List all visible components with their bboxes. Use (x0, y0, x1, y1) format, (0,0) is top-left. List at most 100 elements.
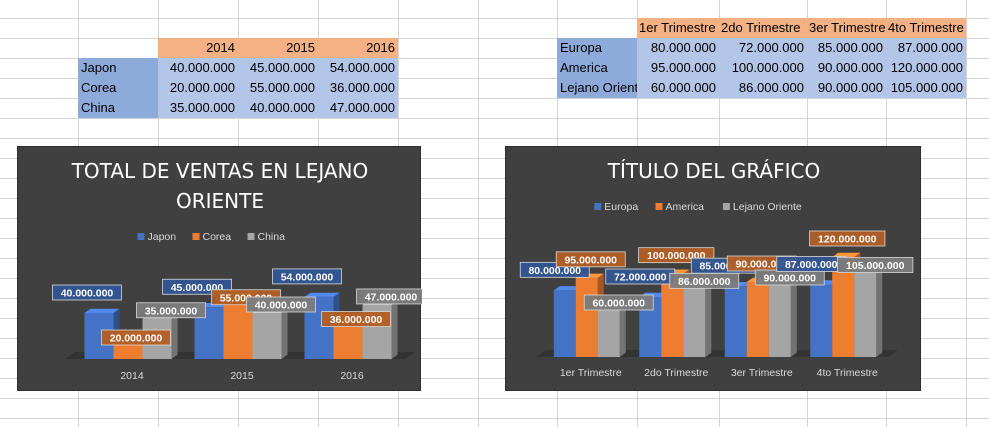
table-cell[interactable]: 35.000.000 (158, 98, 238, 118)
data-label: 54.000.000 (272, 268, 342, 285)
table-cell[interactable]: 40.000.000 (238, 98, 318, 118)
quarter-header-1[interactable]: 1er Trimestre (637, 18, 719, 38)
bar-china-2 (362, 300, 398, 359)
category-label: 2014 (120, 370, 144, 382)
legend-label: Europa (604, 201, 638, 213)
svg-text:87.000.000: 87.000.000 (785, 259, 838, 271)
svg-text:90.000.000: 90.000.000 (763, 273, 816, 285)
row-label-china[interactable]: China (78, 98, 158, 118)
svg-text:86.000.000: 86.000.000 (678, 276, 731, 288)
year-header-2016[interactable]: 2016 (318, 38, 398, 58)
svg-text:36.000.000: 36.000.000 (330, 314, 383, 326)
table-cell[interactable]: 85.000.000 (807, 38, 886, 58)
data-label: 95.000.000 (555, 251, 626, 268)
row-label-japon[interactable]: Japon (78, 58, 158, 78)
year-header-2015[interactable]: 2015 (238, 38, 318, 58)
table-cell[interactable]: 60.000.000 (637, 78, 719, 98)
legend-swatch (722, 203, 730, 210)
year-header-2014[interactable]: 2014 (158, 38, 238, 58)
data-label: 72.000.000 (605, 268, 676, 285)
row-label-europa[interactable]: Europa (557, 38, 637, 58)
table-cell[interactable]: 45.000.000 (238, 58, 318, 78)
chart-titulo-del-grafico[interactable]: TÍTULO DEL GRÁFICO Europa America Lejano Or… (505, 146, 921, 391)
table-cell[interactable]: 87.000.000 (886, 38, 966, 58)
data-label: 36.000.000 (321, 311, 391, 328)
category-label: 1er Trimestre (560, 367, 622, 379)
legend-label: Corea (203, 231, 232, 243)
bar-china-1 (252, 308, 288, 359)
category-label: 3er Trimestre (731, 367, 793, 379)
chart-ventas-lejano-oriente[interactable]: TOTAL DE VENTAS EN LEJANO ORIENTE Japon Cor… (17, 146, 422, 391)
legend-label: China (258, 231, 286, 243)
legend-swatch (192, 233, 200, 240)
category-label: 2015 (230, 370, 254, 382)
svg-text:120.000.000: 120.000.000 (818, 234, 877, 246)
table-cell[interactable]: 20.000.000 (158, 78, 238, 98)
svg-text:54.000.000: 54.000.000 (281, 271, 334, 283)
table-cell[interactable]: 90.000.000 (807, 58, 886, 78)
data-label: 35.000.000 (136, 302, 206, 319)
svg-text:95.000.000: 95.000.000 (564, 254, 617, 266)
table-cell[interactable]: 100.000.000 (719, 58, 807, 78)
table-cell[interactable]: 55.000.000 (238, 78, 318, 98)
svg-text:80.000.000: 80.000.000 (528, 265, 581, 277)
chart-legend: Japon Corea China (137, 231, 286, 243)
svg-text:105.000.000: 105.000.000 (846, 260, 905, 272)
table-cell[interactable]: 36.000.000 (318, 78, 398, 98)
bar-lejano-oriente-1 (683, 281, 712, 357)
table-cell[interactable]: 90.000.000 (807, 78, 886, 98)
svg-text:60.000.000: 60.000.000 (592, 298, 645, 310)
legend-swatch (247, 233, 255, 240)
chart-legend: Europa America Lejano Oriente (594, 201, 802, 213)
data-labels-layer: 40.000.000 20.000.000 35.000.000 45.000.000… (52, 268, 422, 346)
data-label: 105.000.000 (837, 257, 914, 273)
table-cell[interactable]: 95.000.000 (637, 58, 719, 78)
table-cell[interactable]: 120.000.000 (886, 58, 966, 78)
row-label-lejano-oriente[interactable]: Lejano Oriente (557, 78, 637, 98)
bar-lejano-oriente-2 (768, 277, 797, 357)
data-label: 86.000.000 (669, 272, 740, 289)
category-label: 4to Trimestre (817, 367, 878, 379)
chart-floor (536, 350, 898, 357)
legend-swatch (137, 233, 145, 240)
table-cell[interactable]: 105.000.000 (886, 78, 966, 98)
svg-text:40.000.000: 40.000.000 (61, 288, 114, 300)
data-label: 90.000.000 (754, 269, 825, 286)
table-cell[interactable]: 54.000.000 (318, 58, 398, 78)
data-label: 20.000.000 (101, 329, 171, 346)
quarter-header-4[interactable]: 4to Trimestre (886, 18, 966, 38)
svg-text:47.000.000: 47.000.000 (365, 291, 418, 303)
legend-swatch (655, 203, 663, 210)
table-cell[interactable]: 86.000.000 (719, 78, 807, 98)
chart-title: TÍTULO DEL GRÁFICO (607, 159, 820, 183)
table-cell[interactable]: 72.000.000 (719, 38, 807, 58)
data-label: 60.000.000 (583, 294, 654, 311)
category-label: 2do Trimestre (644, 367, 708, 379)
legend-label: Japon (148, 231, 177, 243)
chart-title: TOTAL DE VENTAS EN LEJANO (71, 159, 369, 183)
data-label: 87.000.000 (776, 256, 847, 272)
legend-label: America (666, 201, 705, 213)
data-label: 40.000.000 (52, 284, 122, 301)
chart-canvas: TÍTULO DEL GRÁFICO Europa America Lejano Or… (519, 159, 914, 379)
svg-text:72.000.000: 72.000.000 (614, 272, 667, 284)
table-cell[interactable]: 80.000.000 (637, 38, 719, 58)
legend-label: Lejano Oriente (733, 201, 802, 213)
bar-lejano-oriente-0 (597, 302, 626, 357)
chart-title: ORIENTE (176, 189, 264, 213)
row-label-america[interactable]: America (557, 58, 637, 78)
table-cell[interactable]: 40.000.000 (158, 58, 238, 78)
row-label-corea[interactable]: Corea (78, 78, 158, 98)
table-cell[interactable]: 47.000.000 (318, 98, 398, 118)
chart-canvas: TOTAL DE VENTAS EN LEJANO ORIENTE Japon Cor… (52, 159, 422, 382)
data-label: 120.000.000 (809, 230, 886, 247)
quarter-header-3[interactable]: 3er Trimestre (807, 18, 886, 38)
svg-text:40.000.000: 40.000.000 (255, 300, 308, 312)
svg-text:45.000.000: 45.000.000 (171, 282, 224, 294)
data-label: 40.000.000 (246, 296, 316, 313)
svg-text:20.000.000: 20.000.000 (110, 333, 163, 345)
quarter-header-2[interactable]: 2do Trimestre (719, 18, 807, 38)
legend-swatch (594, 203, 602, 210)
category-label: 2016 (340, 370, 364, 382)
